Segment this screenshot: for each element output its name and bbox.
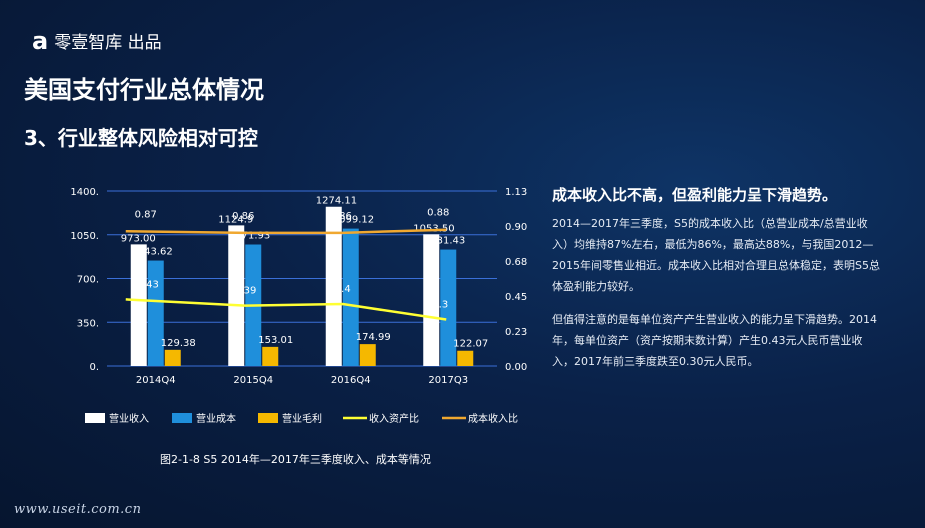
y-right-tick-label: 0.23 — [505, 327, 527, 338]
bar-cost — [147, 260, 164, 366]
summary-heading: 成本收入比不高，但盈利能力呈下滑趋势。 — [552, 186, 838, 204]
legend-swatch — [172, 413, 192, 423]
bar-data-label: 1274.11 — [316, 196, 357, 207]
legend-swatch — [258, 413, 278, 423]
brand-text: 零壹智库 出品 — [54, 33, 162, 53]
line-data-label: 0.88 — [427, 208, 449, 219]
page-title: 美国支付行业总体情况 — [24, 76, 264, 104]
x-tick-label: 2015Q4 — [233, 375, 273, 386]
legend-label: 营业成本 — [196, 412, 236, 425]
right-panel: 成本收入比不高，但盈利能力呈下滑趋势。 2014—2017年三季度，S5的成本收… — [552, 184, 882, 384]
legend-label: 营业收入 — [109, 412, 149, 425]
y-right-tick-label: 0.45 — [505, 292, 527, 303]
bar-data-label: 971.93 — [235, 231, 270, 242]
brand-logo-icon: a — [32, 26, 49, 55]
legend-label: 收入资产比 — [369, 412, 419, 425]
section-title: 3、行业整体风险相对可控 — [24, 126, 258, 150]
bar-revenue — [325, 206, 342, 366]
x-tick-label: 2017Q3 — [428, 375, 468, 386]
line-data-label: 0.86 — [232, 211, 254, 222]
bar-gross — [359, 344, 376, 366]
chart-caption: 图2-1-8 S5 2014年—2017年三季度收入、成本等情况 — [160, 453, 431, 466]
line-asset-revenue-ratio — [125, 298, 447, 321]
line-data-label: 0.3 — [432, 300, 448, 311]
bar-data-label: 843.62 — [138, 247, 173, 258]
y-right-tick-label: 1.13 — [505, 187, 527, 198]
bar-revenue — [423, 234, 440, 366]
legend-label: 成本收入比 — [468, 412, 518, 425]
line-data-label: 0.43 — [137, 279, 159, 290]
line-cost-revenue-ratio — [125, 228, 447, 235]
line-data-label: 0.87 — [135, 209, 157, 220]
bar-gross — [457, 350, 474, 366]
y-right-tick-label: 0.68 — [505, 257, 527, 268]
bar-data-label: 174.99 — [356, 332, 391, 343]
bar-data-label: 122.07 — [453, 339, 488, 350]
bar-data-label: 153.01 — [258, 335, 293, 346]
footer-url[interactable]: www.useit.com.cn — [14, 502, 142, 517]
y-left-tick-label: 350. — [77, 318, 99, 329]
bar-cost — [440, 249, 457, 366]
summary-paragraph-2: 但值得注意的是每单位资产产生营业收入的能力呈下滑趋势。2014年，每单位资产（资… — [552, 313, 877, 368]
bar-gross — [262, 346, 279, 366]
legend-swatch — [85, 413, 105, 423]
line-data-label: 0.86 — [330, 211, 352, 222]
brand: a 零壹智库 出品 — [32, 26, 162, 55]
line-data-label: 0.4 — [335, 284, 351, 295]
line-data-label: 0.39 — [234, 286, 256, 297]
y-left-tick-label: 1400. — [70, 187, 99, 198]
bar-data-label: 1099.12 — [333, 215, 374, 226]
y-left-tick-label: 700. — [77, 275, 99, 286]
x-tick-label: 2016Q4 — [331, 375, 371, 386]
bar-data-label: 1124.9 — [218, 214, 253, 225]
bar-data-label: 1053.50 — [413, 223, 454, 234]
bar-revenue — [130, 244, 147, 366]
bar-revenue — [228, 225, 245, 366]
bar-gross — [164, 349, 181, 366]
y-right-tick-label: 0.90 — [505, 222, 527, 233]
y-left-tick-label: 1050. — [70, 231, 99, 242]
y-right-tick-label: 0.00 — [505, 362, 527, 373]
bar-data-label: 129.38 — [161, 338, 196, 349]
y-left-tick-label: 0. — [89, 362, 99, 373]
bar-data-label: 931.43 — [430, 236, 465, 247]
x-tick-label: 2014Q4 — [136, 375, 176, 386]
bar-cost — [342, 228, 359, 366]
bar-data-label: 973.00 — [121, 233, 156, 244]
summary-paragraph-1: 2014—2017年三季度，S5的成本收入比（总营业成本/总营业收入）均维持87… — [552, 217, 880, 293]
legend-label: 营业毛利 — [282, 412, 322, 425]
